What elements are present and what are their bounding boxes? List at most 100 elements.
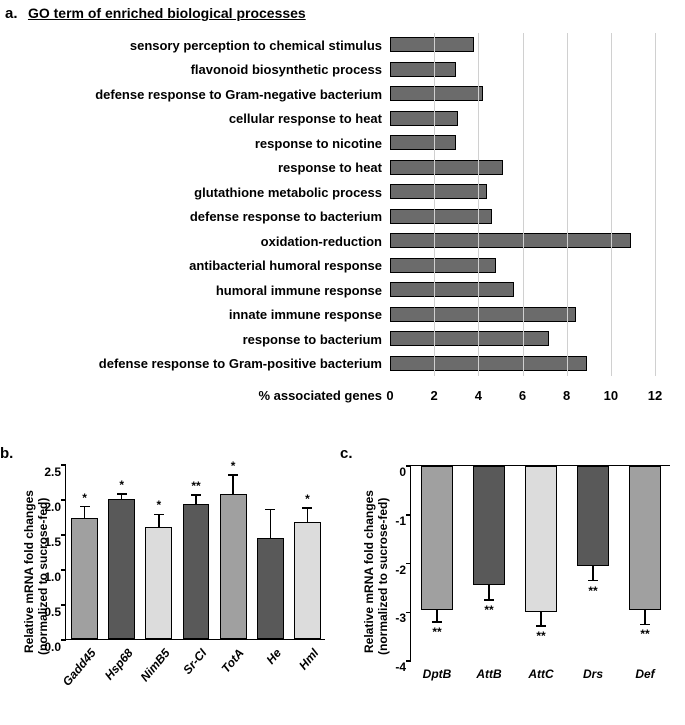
bar (145, 527, 172, 639)
significance-marker: * (119, 478, 124, 492)
error-cap (265, 509, 275, 511)
error-bar (195, 495, 197, 504)
x-tick: 4 (475, 388, 482, 403)
ytick: 0 (399, 465, 411, 479)
significance-marker: * (157, 498, 162, 512)
panel-c-ylabel-2: (normalized to sucrose-fed) (376, 498, 390, 655)
x-label: Def (635, 667, 654, 681)
error-cap (228, 474, 238, 476)
x-tick: 6 (519, 388, 526, 403)
significance-marker: ** (536, 629, 545, 643)
error-bar (540, 612, 542, 626)
ytick: -3 (395, 611, 411, 625)
bar-label: oxidation-reduction (5, 234, 390, 249)
ytick: 2.5 (44, 465, 66, 479)
error-cap (484, 599, 494, 601)
x-label: TotA (219, 646, 247, 676)
error-bar (307, 508, 309, 522)
gridline (655, 33, 656, 376)
ytick: 1.0 (44, 570, 66, 584)
bar-label: glutathione metabolic process (5, 185, 390, 200)
bar (390, 307, 576, 322)
x-label: DptB (423, 667, 452, 681)
ytick: -4 (395, 660, 411, 674)
bar (390, 135, 456, 150)
bar (473, 466, 505, 585)
significance-marker: * (305, 492, 310, 506)
bar-label: innate immune response (5, 307, 390, 322)
error-bar (488, 585, 490, 600)
panel-c-label: c. (340, 445, 353, 462)
ytick: 1.5 (44, 535, 66, 549)
significance-marker: ** (640, 627, 649, 641)
x-label: Drs (583, 667, 603, 681)
error-cap (588, 580, 598, 582)
bar (390, 184, 487, 199)
error-cap (191, 494, 201, 496)
bar-label: defense response to bacterium (5, 209, 390, 224)
panel-b: b. Relative mRNA fold changes (normalize… (0, 445, 330, 715)
go-term-bar-chart: sensory perception to chemical stimulus f… (5, 33, 665, 403)
bar-label: humoral immune response (5, 283, 390, 298)
gridline (434, 33, 435, 376)
error-bar (158, 514, 160, 527)
ytick: -1 (395, 514, 411, 528)
error-bar (232, 475, 234, 494)
error-cap (117, 493, 127, 495)
bar (390, 86, 483, 101)
x-label: Hml (296, 646, 321, 672)
x-axis-title: % associated genes (5, 388, 390, 403)
bar-label: response to nicotine (5, 136, 390, 151)
panel-c: c. Relative mRNA fold changes (normalize… (340, 445, 680, 715)
significance-marker: ** (432, 625, 441, 639)
bar-label: antibacterial humoral response (5, 258, 390, 273)
bar (294, 522, 321, 639)
gridline (523, 33, 524, 376)
x-tick: 10 (604, 388, 618, 403)
bar (577, 466, 609, 566)
x-tick: 0 (386, 388, 393, 403)
x-tick: 12 (648, 388, 662, 403)
panel-c-plot: -4-3-2-10**DptB**AttB**AttC**Drs**Def (410, 465, 670, 660)
x-label: AttB (476, 667, 501, 681)
gridline (567, 33, 568, 376)
error-bar (436, 610, 438, 622)
x-tick: 8 (563, 388, 570, 403)
panel-b-label: b. (0, 445, 13, 462)
panel-c-ylabel-1: Relative mRNA fold changes (362, 490, 376, 653)
significance-marker: * (82, 491, 87, 505)
bar (220, 494, 247, 639)
bar (390, 37, 474, 52)
panel-b-plot: 0.00.51.01.52.02.5*Gadd45*Hsp68*NimB5**S… (65, 465, 325, 640)
ytick: 2.0 (44, 500, 66, 514)
panel-a-title: GO term of enriched biological processes (28, 5, 306, 21)
bar-label: flavonoid biosynthetic process (5, 62, 390, 77)
gridline (478, 33, 479, 376)
error-cap (154, 514, 164, 516)
x-tick: 2 (431, 388, 438, 403)
x-label: Sr-CI (181, 646, 210, 677)
bar (390, 209, 492, 224)
bar (390, 258, 496, 273)
x-label: He (263, 646, 284, 667)
significance-marker: ** (588, 584, 597, 598)
x-label: AttC (528, 667, 553, 681)
error-bar (644, 610, 646, 625)
x-label: Hsp68 (102, 646, 136, 683)
bar (390, 282, 514, 297)
error-cap (302, 507, 312, 509)
panel-b-ylabel-1: Relative mRNA fold changes (22, 490, 36, 653)
bar-label: defense response to Gram-negative bacter… (5, 87, 390, 102)
bar-label: cellular response to heat (5, 111, 390, 126)
ytick: 0.0 (44, 640, 66, 654)
significance-marker: ** (484, 603, 493, 617)
error-cap (80, 506, 90, 508)
bar (71, 518, 98, 639)
gridline (611, 33, 612, 376)
bar (108, 499, 135, 639)
bar (183, 504, 210, 639)
bar-label: response to heat (5, 160, 390, 175)
bar-label: sensory perception to chemical stimulus (5, 38, 390, 53)
error-cap (536, 625, 546, 627)
bar (390, 233, 631, 248)
